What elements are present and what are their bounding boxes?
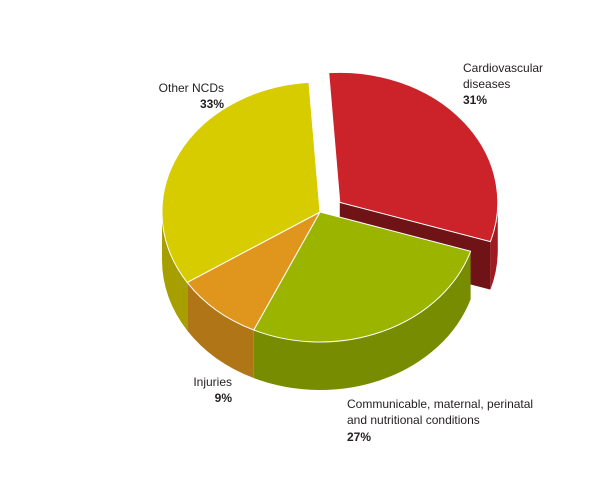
slice-label-communicable-line-2: and nutritional conditions — [347, 413, 480, 427]
slice-value-other-ncds: 33% — [200, 97, 224, 111]
slice-label-injuries: Injuries 9% — [193, 375, 232, 405]
slice-label-injuries-line-1: Injuries — [193, 375, 232, 389]
slice-label-communicable: Communicable, maternal, perinatal and nu… — [347, 397, 533, 444]
slice-side-other-ncds — [162, 212, 188, 331]
slice-value-communicable: 27% — [347, 430, 371, 444]
slice-value-injuries: 9% — [215, 391, 233, 405]
slice-label-other-ncds: Other NCDs 33% — [159, 81, 225, 111]
slice-label-cardiovascular-line-1: Cardiovascular — [463, 61, 543, 75]
slice-side-communicable — [253, 251, 471, 390]
slice-label-other-ncds-line-1: Other NCDs — [159, 81, 224, 95]
slice-side-injuries — [187, 282, 254, 379]
slice-value-cardiovascular: 31% — [463, 93, 487, 107]
slice-label-cardiovascular: Cardiovascular diseases 31% — [463, 61, 543, 107]
slice-other-ncds — [161, 81, 321, 283]
slice-label-communicable-line-1: Communicable, maternal, perinatal — [347, 397, 533, 411]
slice-injuries — [186, 211, 321, 331]
slice-communicable — [253, 211, 472, 343]
slice-label-cardiovascular-line-2: diseases — [463, 77, 510, 91]
slice-cardiovascular — [328, 71, 499, 243]
pie-tops — [161, 71, 499, 343]
